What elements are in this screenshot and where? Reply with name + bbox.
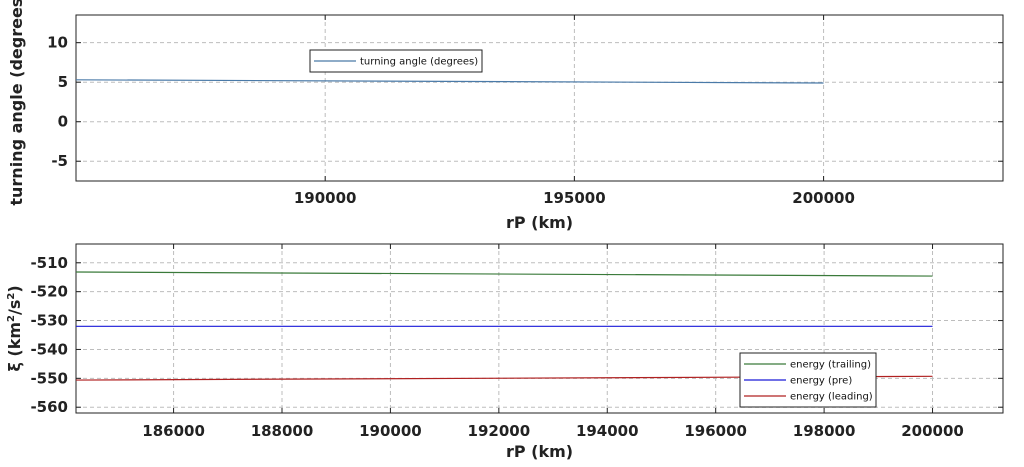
energy-plot: 186000 188000 190000 192000 194000 196000 1980… [5,243,1004,461]
x-axis-label: rP (km) [506,213,573,232]
x-tick-label: 195000 [543,189,606,207]
x-tick-label: 186000 [142,422,205,440]
x-tick-label: 188000 [251,422,314,440]
y-axis-label-part: ξ (km [5,322,24,372]
y-tick-label: -520 [30,283,68,301]
legend-label-1: turning angle (degrees) [360,57,478,68]
y-axis-label: turning angle (degrees) [7,0,26,206]
y-tick-label: 0 [58,113,68,131]
x-tick-label: 200000 [901,422,964,440]
y-tick-label: -540 [30,340,68,358]
y-tick-label: -510 [30,254,68,272]
y-axis-label-part: ) [5,285,24,292]
plot-frame [75,14,1004,182]
legend-label-1: energy (trailing) [790,360,871,371]
y-tick-label: 10 [47,34,68,52]
legend-box [309,49,483,73]
plot-frame [75,243,1004,414]
x-tick-label: 198000 [793,422,856,440]
x-tick-label: 194000 [576,422,639,440]
y-tick-label: -5 [51,152,68,170]
x-tick-label: 190000 [294,189,357,207]
series-line-1 [75,79,824,84]
x-tick-label: 196000 [684,422,747,440]
y-axis-label-superscript: 2 [6,315,17,322]
series-line-1 [75,271,933,277]
x-axis-label: rP (km) [506,442,573,461]
x-tick-label: 190000 [359,422,422,440]
legend-label-2: energy (pre) [790,376,852,387]
legend-label-3: energy (leading) [790,392,873,403]
y-tick-label: -560 [30,398,68,416]
y-tick-label: -530 [30,312,68,330]
turning-angle-plot: 190000 195000 200000 -5 0 5 10 rP (km) turning a… [7,0,1004,232]
y-tick-label: -550 [30,369,68,387]
x-tick-label: 192000 [468,422,531,440]
y-tick-label: 5 [58,73,68,91]
y-axis-label: ξ (km2/s2) [5,285,24,371]
x-tick-label: 200000 [792,189,855,207]
y-axis-label-superscript: 2 [6,293,17,300]
y-axis-label-part: /s [5,300,24,315]
